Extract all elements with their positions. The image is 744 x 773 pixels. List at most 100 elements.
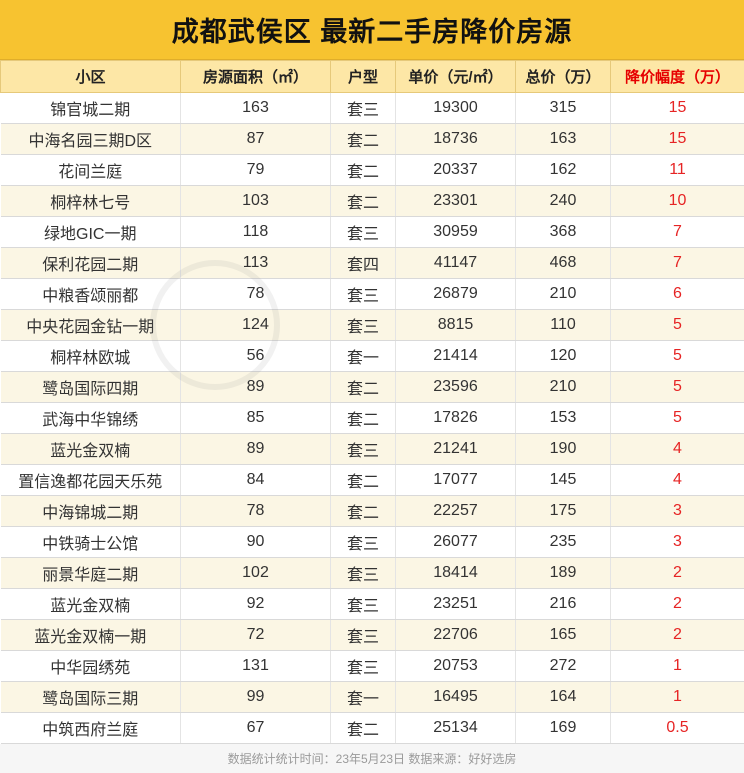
cell-area: 87 <box>181 124 331 155</box>
cell-total: 120 <box>516 341 611 372</box>
cell-type: 套三 <box>331 558 396 589</box>
cell-area: 131 <box>181 651 331 682</box>
cell-drop: 2 <box>611 620 744 651</box>
cell-unit-price: 25134 <box>396 713 516 744</box>
cell-area: 90 <box>181 527 331 558</box>
cell-total: 165 <box>516 620 611 651</box>
cell-drop: 4 <box>611 465 744 496</box>
cell-name: 桐梓林欧城 <box>1 341 181 372</box>
cell-drop: 7 <box>611 248 744 279</box>
cell-name: 中海锦城二期 <box>1 496 181 527</box>
cell-drop: 5 <box>611 341 744 372</box>
cell-drop: 15 <box>611 124 744 155</box>
cell-type: 套二 <box>331 124 396 155</box>
cell-type: 套二 <box>331 155 396 186</box>
page-title: 成都武侯区 最新二手房降价房源 <box>0 0 744 60</box>
cell-total: 240 <box>516 186 611 217</box>
cell-name: 桐梓林七号 <box>1 186 181 217</box>
cell-area: 85 <box>181 403 331 434</box>
cell-unit-price: 41147 <box>396 248 516 279</box>
cell-drop: 5 <box>611 372 744 403</box>
cell-drop: 11 <box>611 155 744 186</box>
cell-unit-price: 21414 <box>396 341 516 372</box>
cell-unit-price: 22257 <box>396 496 516 527</box>
cell-unit-price: 26077 <box>396 527 516 558</box>
cell-name: 中华园绣苑 <box>1 651 181 682</box>
table-header-row: 小区 房源面积（㎡） 户型 单价（元/㎡） 总价（万） 降价幅度（万） <box>1 61 744 93</box>
cell-unit-price: 19300 <box>396 93 516 124</box>
cell-area: 56 <box>181 341 331 372</box>
cell-name: 鹭岛国际四期 <box>1 372 181 403</box>
cell-name: 中粮香颂丽都 <box>1 279 181 310</box>
cell-unit-price: 23596 <box>396 372 516 403</box>
cell-area: 67 <box>181 713 331 744</box>
cell-drop: 6 <box>611 279 744 310</box>
cell-name: 保利花园二期 <box>1 248 181 279</box>
cell-total: 216 <box>516 589 611 620</box>
cell-total: 162 <box>516 155 611 186</box>
column-header-drop: 降价幅度（万） <box>611 61 744 93</box>
cell-name: 蓝光金双楠 <box>1 434 181 465</box>
cell-area: 89 <box>181 434 331 465</box>
cell-type: 套三 <box>331 527 396 558</box>
column-header-type: 户型 <box>331 61 396 93</box>
cell-type: 套二 <box>331 465 396 496</box>
cell-type: 套二 <box>331 496 396 527</box>
cell-type: 套三 <box>331 93 396 124</box>
cell-total: 164 <box>516 682 611 713</box>
cell-unit-price: 26879 <box>396 279 516 310</box>
cell-total: 235 <box>516 527 611 558</box>
cell-unit-price: 20753 <box>396 651 516 682</box>
cell-name: 花间兰庭 <box>1 155 181 186</box>
column-header-unit-price: 单价（元/㎡） <box>396 61 516 93</box>
price-drop-sheet: 成都武侯区 最新二手房降价房源 小区 房源面积（㎡） 户型 单价（元/㎡） 总价… <box>0 0 744 752</box>
cell-drop: 10 <box>611 186 744 217</box>
cell-area: 72 <box>181 620 331 651</box>
cell-drop: 2 <box>611 558 744 589</box>
cell-name: 锦官城二期 <box>1 93 181 124</box>
cell-type: 套一 <box>331 682 396 713</box>
cell-name: 置信逸都花园天乐苑 <box>1 465 181 496</box>
cell-name: 武海中华锦绣 <box>1 403 181 434</box>
cell-name: 丽景华庭二期 <box>1 558 181 589</box>
cell-type: 套三 <box>331 651 396 682</box>
cell-total: 368 <box>516 217 611 248</box>
cell-drop: 7 <box>611 217 744 248</box>
cell-unit-price: 22706 <box>396 620 516 651</box>
cell-name: 中海名园三期D区 <box>1 124 181 155</box>
cell-area: 92 <box>181 589 331 620</box>
cell-type: 套三 <box>331 589 396 620</box>
cell-unit-price: 16495 <box>396 682 516 713</box>
cell-drop: 5 <box>611 403 744 434</box>
cell-type: 套三 <box>331 434 396 465</box>
cell-type: 套二 <box>331 403 396 434</box>
cell-drop: 0.5 <box>611 713 744 744</box>
cell-total: 189 <box>516 558 611 589</box>
cell-unit-price: 17826 <box>396 403 516 434</box>
cell-drop: 4 <box>611 434 744 465</box>
cell-name: 中央花园金钻一期 <box>1 310 181 341</box>
cell-name: 蓝光金双楠一期 <box>1 620 181 651</box>
cell-type: 套三 <box>331 279 396 310</box>
cell-area: 102 <box>181 558 331 589</box>
cell-total: 169 <box>516 713 611 744</box>
cell-total: 210 <box>516 372 611 403</box>
cell-type: 套三 <box>331 620 396 651</box>
cell-area: 79 <box>181 155 331 186</box>
